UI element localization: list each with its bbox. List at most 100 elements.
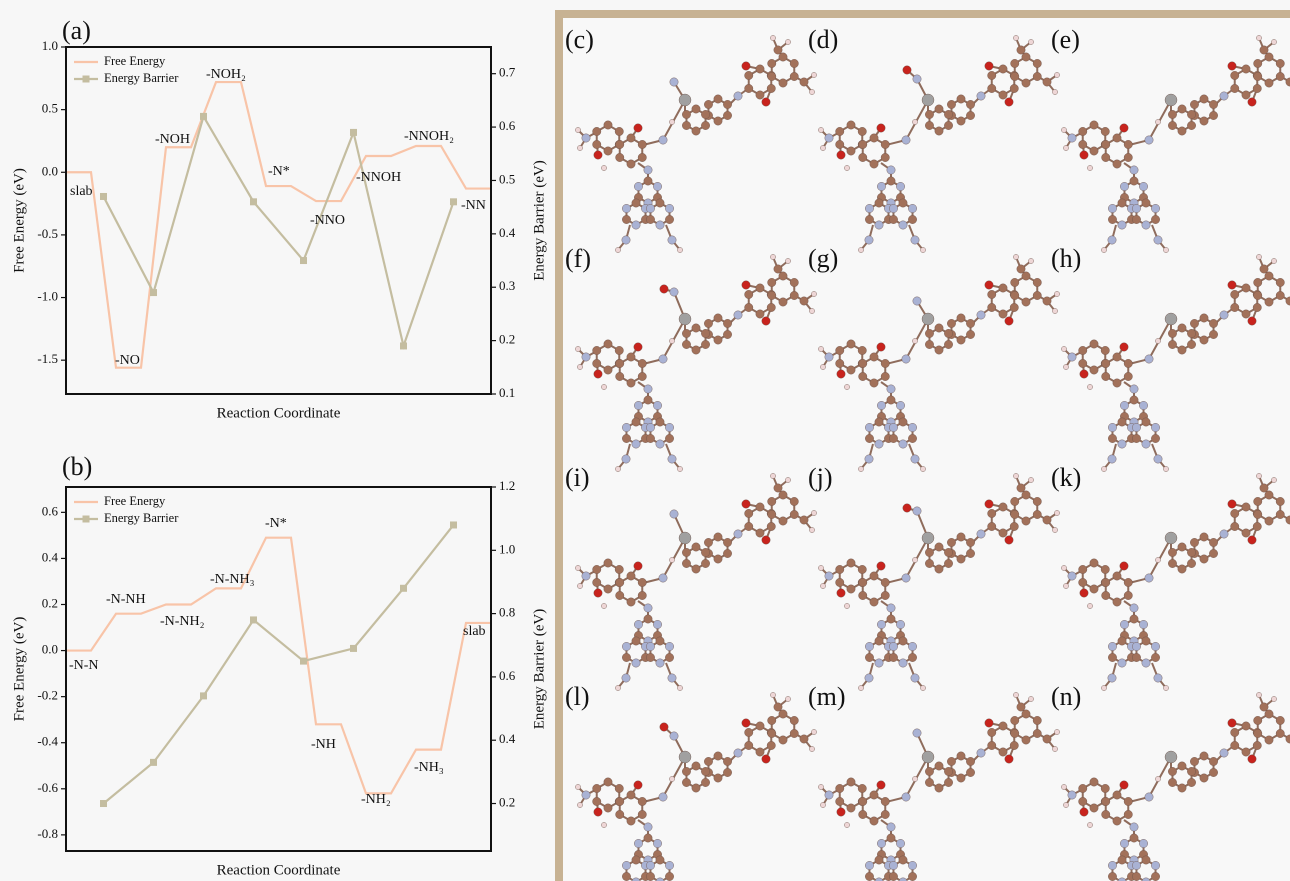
atom — [1248, 536, 1256, 544]
atom — [785, 477, 790, 482]
atom — [1231, 290, 1239, 298]
atom — [1118, 199, 1126, 207]
atom — [1242, 310, 1250, 318]
atom — [899, 637, 907, 645]
atom — [1178, 127, 1186, 135]
atom — [865, 455, 873, 463]
atom — [604, 366, 612, 374]
atom — [575, 346, 580, 351]
atom — [836, 127, 844, 135]
atom — [1231, 509, 1239, 517]
atom — [677, 685, 682, 690]
atom — [1254, 716, 1262, 724]
atom — [593, 140, 601, 148]
atom — [935, 346, 943, 354]
atom — [1253, 303, 1261, 311]
atom — [1260, 484, 1268, 492]
atom — [656, 440, 664, 448]
atom — [859, 372, 867, 380]
marker — [250, 198, 257, 205]
atom — [847, 121, 855, 129]
panel-label: (j) — [808, 463, 833, 492]
atom — [1120, 124, 1128, 132]
atom — [756, 503, 764, 511]
atom — [1033, 278, 1041, 286]
atom — [859, 140, 867, 148]
atom — [836, 578, 844, 586]
atom — [887, 604, 895, 612]
atom — [1276, 497, 1284, 505]
atom — [902, 136, 910, 144]
atom — [701, 548, 709, 556]
atom — [745, 741, 753, 749]
atom — [1200, 336, 1208, 344]
atom — [889, 215, 897, 223]
atom — [665, 642, 673, 650]
atom — [756, 65, 764, 73]
atom — [790, 497, 798, 505]
atom — [912, 119, 917, 124]
atom — [877, 781, 885, 789]
atom — [1124, 591, 1132, 599]
atom — [1028, 696, 1033, 701]
atom — [622, 861, 630, 869]
legend-label: Free Energy — [104, 54, 166, 68]
atom — [870, 791, 878, 799]
atom — [1132, 642, 1140, 650]
atom — [723, 538, 731, 546]
atom — [1248, 317, 1256, 325]
atom — [847, 147, 855, 155]
y2-axis-title: Energy Barrier (eV) — [531, 160, 547, 281]
atom — [669, 776, 674, 781]
atom — [1254, 497, 1262, 505]
atom — [1145, 136, 1153, 144]
atom — [858, 346, 866, 354]
atom — [670, 288, 678, 296]
atom — [627, 134, 635, 142]
atom — [1090, 121, 1098, 129]
atom — [604, 778, 612, 786]
panel-label: (f) — [565, 244, 591, 273]
atom — [622, 872, 630, 880]
atom — [1242, 65, 1250, 73]
atom — [638, 810, 646, 818]
atom — [1028, 258, 1033, 263]
atom — [1130, 834, 1138, 842]
atom — [877, 620, 885, 628]
atom — [1151, 872, 1159, 880]
atom — [646, 434, 654, 442]
atom — [634, 562, 642, 570]
atom — [1028, 477, 1033, 482]
atom — [1102, 810, 1110, 818]
atom — [1052, 308, 1057, 313]
atom — [865, 236, 873, 244]
y-tick-label: 0.2 — [42, 595, 58, 610]
atom — [870, 572, 878, 580]
atom — [1139, 839, 1147, 847]
atom — [1132, 861, 1140, 869]
atom — [1033, 291, 1041, 299]
atom — [858, 247, 863, 252]
atom — [1132, 423, 1140, 431]
atom — [1124, 140, 1132, 148]
y2-tick-label: 0.5 — [499, 171, 515, 186]
atom — [1178, 543, 1186, 551]
atom — [836, 346, 844, 354]
atom — [820, 364, 825, 369]
atom — [1124, 153, 1132, 161]
atom — [665, 872, 673, 880]
atom — [896, 839, 904, 847]
atom — [1209, 549, 1217, 557]
atom — [1231, 303, 1239, 311]
atom — [913, 507, 921, 515]
atom — [1017, 484, 1025, 492]
atom — [800, 78, 808, 86]
atom — [1265, 53, 1273, 61]
atom — [1132, 215, 1140, 223]
atom — [889, 653, 897, 661]
atom — [1190, 757, 1198, 765]
atom — [858, 565, 866, 573]
atom — [944, 329, 952, 337]
atom — [679, 94, 691, 106]
atom — [899, 199, 907, 207]
